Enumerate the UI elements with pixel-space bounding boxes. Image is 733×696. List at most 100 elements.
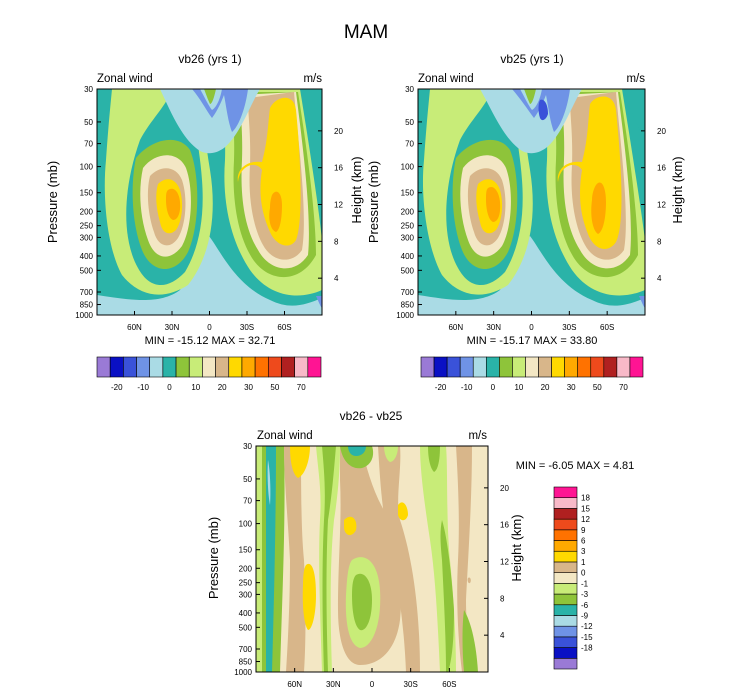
colorbar-swatch <box>202 356 216 378</box>
colorbar-swatch <box>553 657 578 670</box>
fill-band <box>524 89 536 104</box>
y2-tick-label: 8 <box>500 594 505 603</box>
fill-band <box>316 446 340 672</box>
y2-tick-label: 12 <box>500 558 509 567</box>
colorbar-label: -3 <box>581 590 589 599</box>
colorbar-swatch <box>553 540 578 552</box>
y2label-vb25: Height (km) <box>670 156 685 223</box>
colorbar-swatch <box>459 356 474 378</box>
colorbar-swatch <box>281 356 295 378</box>
colorbar-label: 70 <box>297 383 306 392</box>
left-label-vb25: Zonal wind <box>418 73 474 85</box>
x-tick-label: 60N <box>448 323 463 332</box>
fill-band <box>428 446 440 472</box>
y-tick-label: 850 <box>80 301 94 310</box>
x-tick-label: 30S <box>240 323 254 332</box>
fill-band <box>97 236 322 315</box>
y-tick-label: 150 <box>401 189 415 198</box>
colorbar-label: 0 <box>167 383 172 392</box>
y-tick-label: 200 <box>401 207 415 216</box>
colorbar-swatch <box>538 356 552 378</box>
y-tick-label: 850 <box>239 658 253 667</box>
y2-tick-label: 20 <box>500 484 509 493</box>
fill-band <box>378 446 420 672</box>
main-title: MAM <box>344 22 388 43</box>
colorbar-swatch <box>307 356 322 378</box>
y2-tick-label: 4 <box>500 631 505 640</box>
y-tick-label: 70 <box>243 497 252 506</box>
fill-band <box>422 89 533 295</box>
colorbar-swatch <box>616 356 631 378</box>
colorbar-label: 50 <box>593 383 602 392</box>
colorbar-label: 9 <box>581 526 586 535</box>
left-label-vb26: Zonal wind <box>97 73 153 85</box>
x-tick-label: 60S <box>600 323 614 332</box>
fill-band <box>166 188 181 220</box>
colorbar-swatch <box>553 593 578 606</box>
colorbar-swatch <box>472 356 487 378</box>
x-tick-label: 0 <box>370 680 375 689</box>
colorbar-swatch <box>433 356 448 378</box>
stats-vb25: MIN = -15.17 MAX = 33.80 <box>467 335 598 347</box>
fill-band <box>398 502 408 521</box>
colorbar-swatch <box>553 625 578 638</box>
colorbar-swatch <box>267 356 282 378</box>
fill-band <box>456 446 472 672</box>
y-tick-label: 70 <box>84 140 93 149</box>
x-tick-label: 30S <box>562 323 576 332</box>
colorbar-swatch <box>590 356 605 378</box>
y-tick-label: 50 <box>84 118 93 127</box>
y-tick-label: 50 <box>243 475 252 484</box>
colorbar-swatch <box>149 356 164 378</box>
y-tick-label: 250 <box>401 222 415 231</box>
y-tick-label: 700 <box>401 288 415 297</box>
y-tick-label: 250 <box>239 579 253 588</box>
colorbar-label: 20 <box>218 383 227 392</box>
colorbar-swatch <box>499 356 513 378</box>
colorbar-label: 30 <box>244 383 253 392</box>
units-label-vb26: m/s <box>303 73 322 85</box>
colorbar-swatch <box>629 356 644 378</box>
y-tick-label: 1000 <box>396 311 414 320</box>
colorbar-label: -18 <box>581 644 593 653</box>
x-tick-label: 30N <box>486 323 501 332</box>
fill-band <box>300 89 322 140</box>
colorbar-swatch <box>577 356 592 378</box>
colorbar-label: 10 <box>191 383 200 392</box>
contour-field-vb26 <box>97 89 322 315</box>
fill-band <box>104 89 213 295</box>
panel-vb26: vb26 (yrs 1) Zonal wind m/s <box>45 52 364 392</box>
y-tick-label: 300 <box>401 233 415 242</box>
y2-tick-label: 20 <box>334 127 343 136</box>
colorbar-swatch <box>525 356 539 378</box>
fill-band <box>591 182 606 234</box>
fill-band <box>268 510 272 600</box>
fill-band <box>267 460 271 505</box>
colorbar-swatch <box>553 647 578 659</box>
y-tick-label: 200 <box>80 207 94 216</box>
fill-band <box>204 89 216 104</box>
y2-tick-label: 20 <box>657 127 666 136</box>
panel-title-vb26: vb26 (yrs 1) <box>178 52 241 66</box>
y2-tick-label: 12 <box>334 201 343 210</box>
fill-band <box>284 446 306 672</box>
x-tick-label: 0 <box>529 323 534 332</box>
y-tick-label: 300 <box>80 233 94 242</box>
colorbar-swatch <box>553 497 578 509</box>
fill-band <box>639 296 645 308</box>
colorbar-swatch <box>254 356 269 378</box>
panel-title-vb25: vb25 (yrs 1) <box>500 52 563 66</box>
colorbar-label: 20 <box>541 383 550 392</box>
y-tick-label: 30 <box>84 85 93 94</box>
x-tick-label: 60N <box>287 680 302 689</box>
colorbar-swatch <box>294 356 309 378</box>
x-tick-label: 60N <box>127 323 142 332</box>
colorbar-vb25: -20 -10 0 10 20 30 50 70 <box>420 356 644 392</box>
colorbar-label: -12 <box>581 622 593 631</box>
y2label-vb26: Height (km) <box>349 156 364 223</box>
y2-tick-label: 8 <box>657 237 662 246</box>
colorbar-swatch <box>420 356 435 378</box>
y2-tick-label: 4 <box>334 274 339 283</box>
